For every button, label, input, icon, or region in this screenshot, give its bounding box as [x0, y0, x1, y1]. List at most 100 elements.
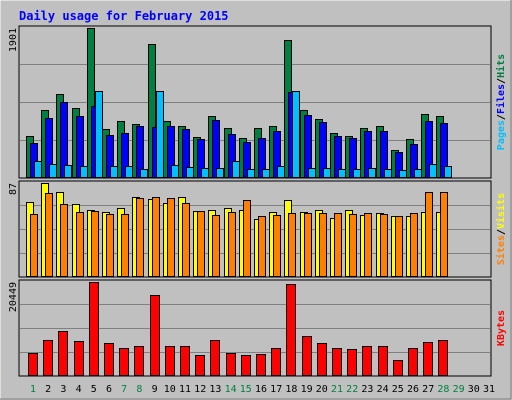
x-label-day-26: 26	[407, 384, 419, 395]
bar-sites-day-11	[182, 203, 190, 277]
x-label-day-7: 7	[121, 384, 127, 395]
bar-sites-day-4	[76, 212, 84, 277]
bar-kbytes-day-12	[195, 355, 205, 376]
bar-kbytes-day-6	[104, 343, 114, 376]
x-label-day-29: 29	[453, 384, 465, 395]
bar-pages-day-21	[338, 169, 346, 178]
x-label-day-23: 23	[361, 384, 373, 395]
legend-item: Visits	[495, 193, 507, 229]
bar-kbytes-day-5	[89, 282, 99, 376]
panel-hits-files-pages: 1901 Pages/Files/Hits	[8, 25, 507, 179]
bar-pages-day-20	[323, 168, 331, 178]
bar-sites-day-1	[30, 214, 38, 277]
bars	[26, 183, 448, 277]
bar-kbytes-day-27	[423, 342, 433, 376]
legend-item: Hits	[495, 54, 507, 78]
bar-sites-day-21	[334, 213, 342, 277]
bar-kbytes-day-13	[210, 340, 220, 376]
bar-sites-day-2	[45, 193, 53, 277]
bar-sites-day-18	[288, 213, 296, 277]
bar-pages-day-28	[444, 166, 452, 178]
legend: Sites/Visits	[495, 193, 507, 265]
bar-kbytes-day-26	[408, 348, 418, 376]
bar-kbytes-day-17	[271, 348, 281, 376]
bar-kbytes-day-8	[134, 346, 144, 376]
legend-item: /	[496, 229, 507, 235]
bar-kbytes-day-24	[378, 346, 388, 376]
bar-sites-day-7	[121, 214, 129, 277]
bar-pages-day-27	[429, 164, 437, 178]
legend-item: Files	[495, 84, 507, 114]
bar-pages-day-25	[399, 170, 407, 178]
x-label-day-27: 27	[422, 384, 434, 395]
bars	[26, 28, 452, 178]
bar-pages-day-13	[216, 168, 224, 178]
bar-pages-day-12	[201, 168, 209, 178]
x-label-day-21: 21	[331, 384, 343, 395]
bar-sites-day-19	[304, 213, 312, 277]
legend: KBytes	[496, 310, 507, 346]
bar-sites-day-10	[167, 198, 175, 277]
bar-kbytes-day-25	[393, 360, 403, 376]
bar-sites-day-13	[212, 215, 220, 277]
legend-item: KBytes	[496, 310, 507, 346]
bar-sites-day-3	[60, 204, 68, 277]
x-label-day-25: 25	[392, 384, 404, 395]
bar-kbytes-day-4	[74, 341, 84, 376]
x-label-day-18: 18	[285, 384, 297, 395]
bar-kbytes-day-20	[317, 343, 327, 376]
bar-kbytes-day-7	[119, 348, 129, 376]
bar-kbytes-day-15	[241, 355, 251, 376]
x-label-day-12: 12	[194, 384, 206, 395]
bar-pages-day-22	[353, 169, 361, 178]
bar-sites-day-9	[152, 197, 160, 277]
bar-sites-day-28	[440, 192, 448, 277]
bar-pages-day-17	[277, 166, 285, 178]
bar-pages-day-7	[125, 166, 133, 178]
x-label-day-19: 19	[301, 384, 313, 395]
x-label-day-5: 5	[91, 384, 97, 395]
bar-kbytes-day-1	[28, 353, 38, 376]
bar-kbytes-day-9	[150, 295, 160, 376]
bar-sites-day-15	[243, 200, 251, 277]
bar-sites-day-6	[106, 214, 114, 277]
bar-sites-day-23	[364, 213, 372, 277]
bar-pages-day-1	[34, 161, 42, 178]
panel-kbytes: 20449 KBytes	[8, 279, 507, 377]
bar-pages-day-24	[384, 169, 392, 178]
x-label-day-28: 28	[437, 384, 449, 395]
bar-sites-day-22	[349, 214, 357, 277]
y-max-label: 1901	[8, 28, 19, 52]
bar-kbytes-day-3	[58, 331, 68, 376]
legend: Pages/Files/Hits	[495, 54, 507, 150]
bar-pages-day-4	[80, 166, 88, 178]
x-label-day-13: 13	[209, 384, 221, 395]
bar-pages-day-10	[171, 165, 179, 178]
panel-visits-sites: 87 Sites/Visits	[8, 180, 507, 278]
x-label-day-6: 6	[106, 384, 112, 395]
bar-pages-day-2	[49, 164, 57, 178]
bar-sites-day-17	[273, 215, 281, 277]
bar-kbytes-day-16	[256, 354, 266, 376]
bar-kbytes-day-2	[43, 340, 53, 376]
bar-sites-day-24	[380, 214, 388, 277]
chart-title: Daily usage for February 2015	[19, 9, 229, 23]
bar-pages-day-23	[368, 168, 376, 178]
x-label-day-31: 31	[483, 384, 495, 395]
x-label-day-10: 10	[164, 384, 176, 395]
x-label-day-1: 1	[30, 384, 36, 395]
bar-pages-day-26	[414, 169, 422, 178]
bar-kbytes-day-10	[165, 346, 175, 376]
bar-sites-day-26	[410, 213, 418, 277]
bar-sites-day-16	[258, 216, 266, 277]
x-label-day-17: 17	[270, 384, 282, 395]
bars	[28, 282, 448, 376]
bar-pages-day-19	[308, 168, 316, 178]
bar-sites-day-5	[91, 211, 99, 277]
bar-pages-day-3	[64, 165, 72, 178]
x-label-day-11: 11	[179, 384, 191, 395]
bar-sites-day-27	[425, 192, 433, 277]
x-label-day-9: 9	[152, 384, 158, 395]
bar-kbytes-day-18	[286, 284, 296, 376]
